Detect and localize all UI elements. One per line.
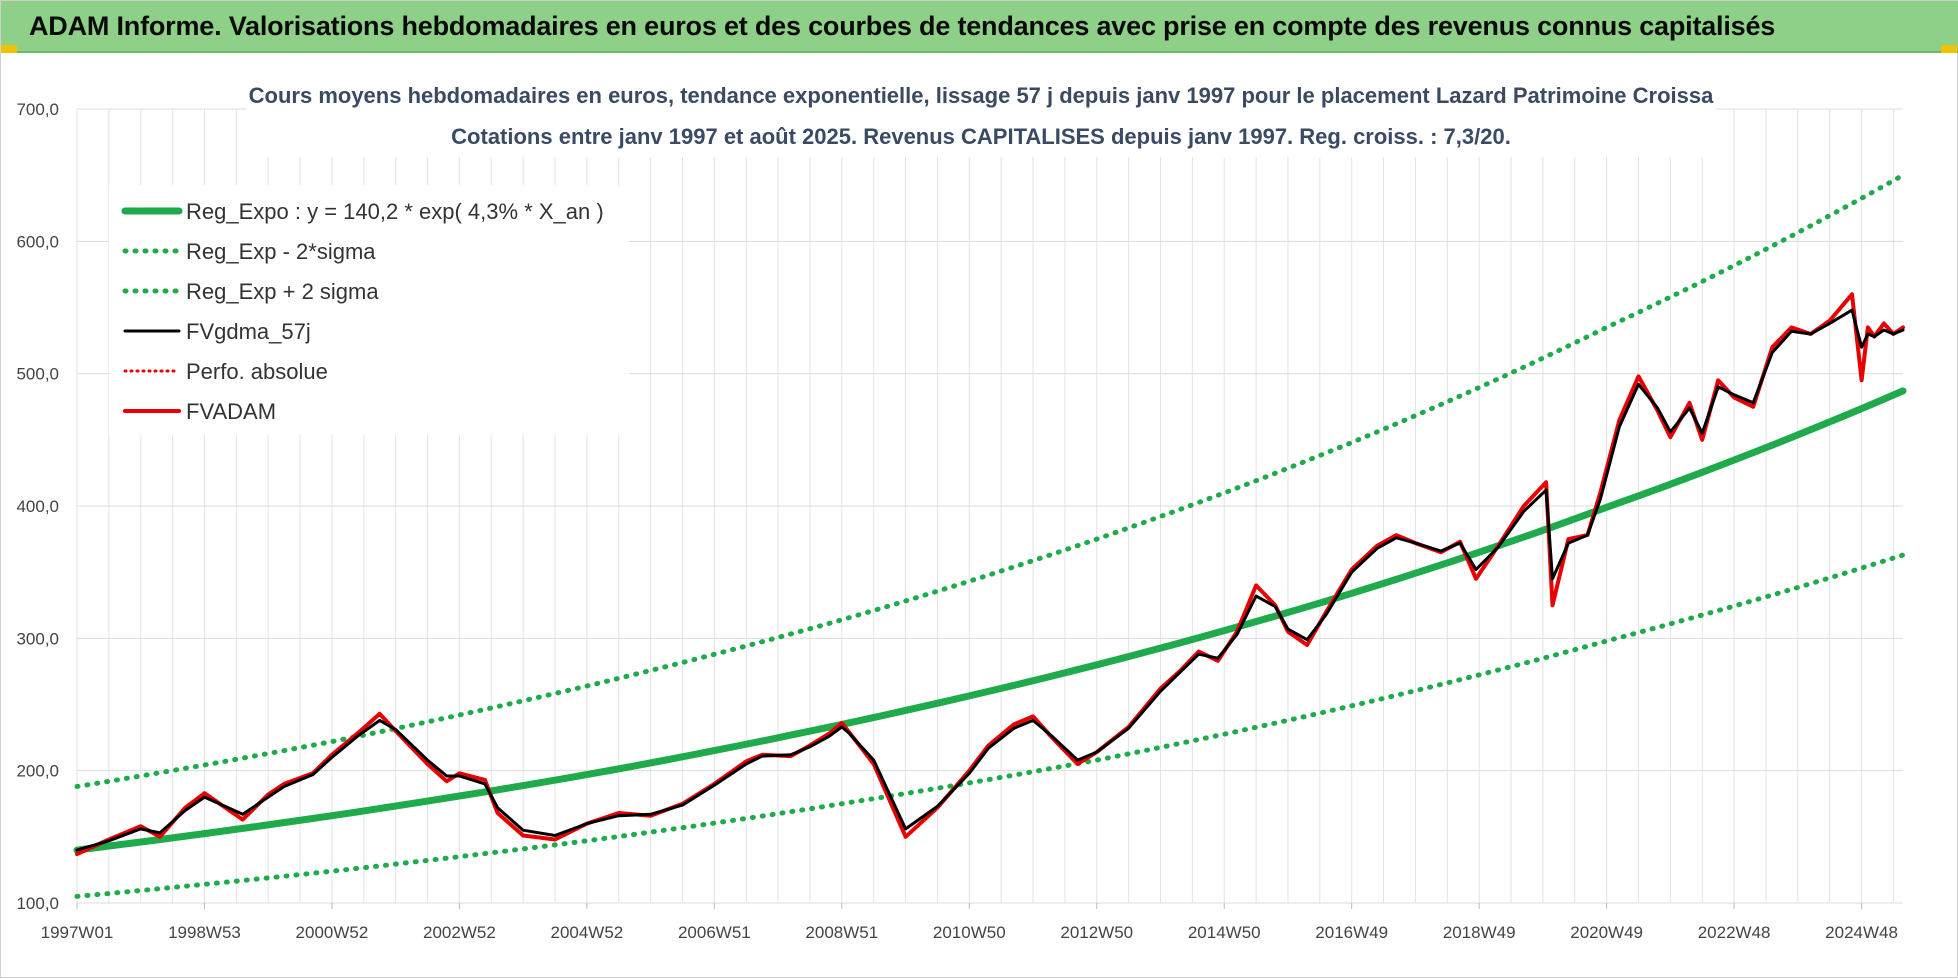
x-tick-label: 2022W48 — [1698, 923, 1771, 942]
x-tick-label: 2008W51 — [805, 923, 878, 942]
x-tick-label: 2000W52 — [296, 923, 369, 942]
x-tick-label: 2024W48 — [1825, 923, 1898, 942]
legend-label-perfo: Perfo. absolue — [186, 359, 328, 384]
legend: Reg_Expo : y = 140,2 * exp( 4,3% * X_an … — [121, 199, 604, 424]
legend-label-reg-minus: Reg_Exp - 2*sigma — [186, 239, 376, 264]
y-tick-label: 700,0 — [16, 100, 59, 119]
legend-background — [109, 185, 629, 435]
title-background — [246, 77, 1716, 157]
legend-label-fvadam: FVADAM — [186, 399, 276, 424]
series-line-fvgdma — [75, 308, 1905, 852]
x-tick-label: 2004W52 — [550, 923, 623, 942]
banner-corner-right — [1941, 45, 1957, 53]
y-tick-label: 600,0 — [16, 232, 59, 251]
x-tick-label: 2016W49 — [1315, 923, 1388, 942]
x-tick-label: 2014W50 — [1188, 923, 1261, 942]
x-tick-label: 1997W01 — [41, 923, 114, 942]
series-line-reg-minus — [74, 552, 1906, 899]
y-tick-label: 200,0 — [16, 762, 59, 781]
chart-subtitle: Cotations entre janv 1997 et août 2025. … — [451, 124, 1511, 149]
x-axis-ticks: 1997W01 1998W53 2000W52 2002W52 2004W52 2006W… — [41, 903, 1898, 942]
y-axis-ticks: 100,0 200,0 300,0 400,0 500,0 600,0 700,0 — [16, 100, 59, 913]
series-line-reg-expo — [73, 387, 1907, 854]
x-tick-label: 2010W50 — [933, 923, 1006, 942]
series-line-reg-plus — [74, 172, 1906, 789]
banner-corner-left — [1, 45, 17, 53]
chart-title: Cours moyens hebdomadaires en euros, ten… — [249, 83, 1714, 108]
x-tick-label: 2020W49 — [1570, 923, 1643, 942]
banner: ADAM Informe. Valorisations hebdomadaire… — [1, 1, 1958, 53]
x-tick-label: 2018W49 — [1443, 923, 1516, 942]
x-tick-label: 2012W50 — [1060, 923, 1133, 942]
x-tick-label: 2006W51 — [678, 923, 751, 942]
legend-label-reg-plus: Reg_Exp + 2 sigma — [186, 279, 379, 304]
y-tick-label: 400,0 — [16, 497, 59, 516]
x-tick-label: 1998W53 — [168, 923, 241, 942]
x-tick-label: 2002W52 — [423, 923, 496, 942]
y-tick-label: 100,0 — [16, 894, 59, 913]
legend-label-reg-expo: Reg_Expo : y = 140,2 * exp( 4,3% * X_an … — [186, 199, 604, 224]
y-tick-label: 500,0 — [16, 365, 59, 384]
y-tick-label: 300,0 — [16, 629, 59, 648]
banner-title: ADAM Informe. Valorisations hebdomadaire… — [29, 11, 1776, 41]
series-layer — [73, 172, 1907, 899]
legend-label-fvgdma: FVgdma_57j — [186, 319, 311, 344]
